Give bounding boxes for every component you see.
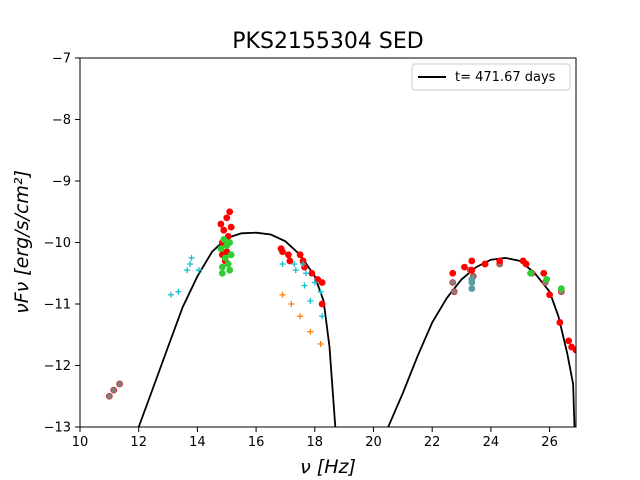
data-point xyxy=(307,328,314,335)
data-point xyxy=(522,260,530,268)
x-tick-label: 10 xyxy=(72,435,89,450)
data-point xyxy=(288,301,295,307)
chart-title: PKS2155304 SED xyxy=(232,29,423,54)
data-point xyxy=(540,269,548,277)
data-point xyxy=(302,270,309,277)
data-point xyxy=(496,257,504,265)
data-point xyxy=(286,257,294,265)
data-point xyxy=(217,220,225,228)
data-point xyxy=(188,254,195,261)
data-point xyxy=(226,208,234,216)
data-point xyxy=(195,267,202,274)
data-point xyxy=(318,279,326,286)
data-point xyxy=(308,269,316,277)
data-point xyxy=(468,279,476,286)
y-tick-label: −13 xyxy=(44,421,71,436)
data-point xyxy=(449,269,457,277)
data-point xyxy=(468,285,476,293)
data-point xyxy=(184,267,191,274)
data-point xyxy=(317,288,324,295)
data-point xyxy=(481,260,489,268)
x-tick-label: 24 xyxy=(483,435,500,450)
data-point xyxy=(568,343,575,351)
legend-label-model: t= 471.67 days xyxy=(455,70,556,85)
data-point xyxy=(223,214,231,222)
data-point xyxy=(297,313,304,320)
y-tick-label: −10 xyxy=(44,236,71,251)
data-point xyxy=(220,236,228,243)
data-point xyxy=(227,251,235,259)
data-point xyxy=(318,300,326,308)
data-point xyxy=(556,319,564,326)
data-point xyxy=(300,261,307,268)
x-tick-label: 16 xyxy=(248,435,265,450)
x-tick-label: 14 xyxy=(189,435,206,450)
x-axis-ticks: 10 12 14 16 18 20 22 24 26 xyxy=(72,427,558,450)
plot-frame xyxy=(79,57,577,428)
data-point xyxy=(449,279,457,286)
data-point xyxy=(565,337,573,345)
data-point xyxy=(301,282,308,289)
x-tick-label: 22 xyxy=(424,435,441,450)
data-point xyxy=(116,380,124,388)
x-tick-label: 18 xyxy=(307,435,324,450)
data-point xyxy=(227,223,235,231)
data-point xyxy=(311,279,318,286)
data-point xyxy=(226,239,234,246)
data-point xyxy=(110,386,118,394)
data-point xyxy=(292,267,299,274)
model-curve-layer xyxy=(137,231,576,427)
data-point xyxy=(468,266,476,274)
data-points-layer xyxy=(105,208,576,400)
data-point xyxy=(461,263,468,271)
data-point xyxy=(279,261,286,268)
data-point xyxy=(307,297,314,304)
data-point xyxy=(220,226,228,234)
data-point xyxy=(279,291,286,298)
data-point xyxy=(167,291,174,298)
data-point xyxy=(546,291,553,299)
data-point xyxy=(221,254,229,262)
data-point xyxy=(175,288,182,295)
x-tick-label: 26 xyxy=(541,435,558,450)
data-point xyxy=(284,251,292,259)
data-point xyxy=(543,275,551,283)
data-point xyxy=(217,245,225,253)
y-axis-label: νFν [erg/s/cm²] xyxy=(11,170,33,314)
model-curve-segment xyxy=(137,231,337,427)
x-tick-label: 20 xyxy=(365,435,382,450)
data-point xyxy=(218,263,226,271)
y-tick-label: −8 xyxy=(52,113,71,128)
y-tick-label: −11 xyxy=(44,298,71,313)
data-point xyxy=(187,261,194,268)
data-point xyxy=(226,266,234,274)
data-point xyxy=(450,288,458,296)
y-axis-ticks: −7 −8 −9 −10 −11 −12 −13 xyxy=(44,52,80,436)
data-point xyxy=(224,260,232,268)
legend: t= 471.67 days xyxy=(411,63,571,91)
plot-area xyxy=(79,57,577,428)
y-tick-label: −12 xyxy=(44,359,71,374)
y-tick-label: −7 xyxy=(52,52,71,67)
data-point xyxy=(317,340,324,347)
x-tick-label: 12 xyxy=(130,435,147,450)
legend-box xyxy=(411,63,571,91)
data-point xyxy=(557,285,565,293)
y-tick-label: −9 xyxy=(52,175,71,190)
x-axis-label: ν [Hz] xyxy=(300,456,356,478)
data-point xyxy=(279,248,286,256)
data-point xyxy=(218,269,226,277)
data-point xyxy=(319,313,326,320)
data-point xyxy=(291,261,298,268)
data-point xyxy=(468,257,476,265)
data-point xyxy=(105,392,113,400)
data-point xyxy=(296,251,304,259)
data-point xyxy=(527,269,534,277)
